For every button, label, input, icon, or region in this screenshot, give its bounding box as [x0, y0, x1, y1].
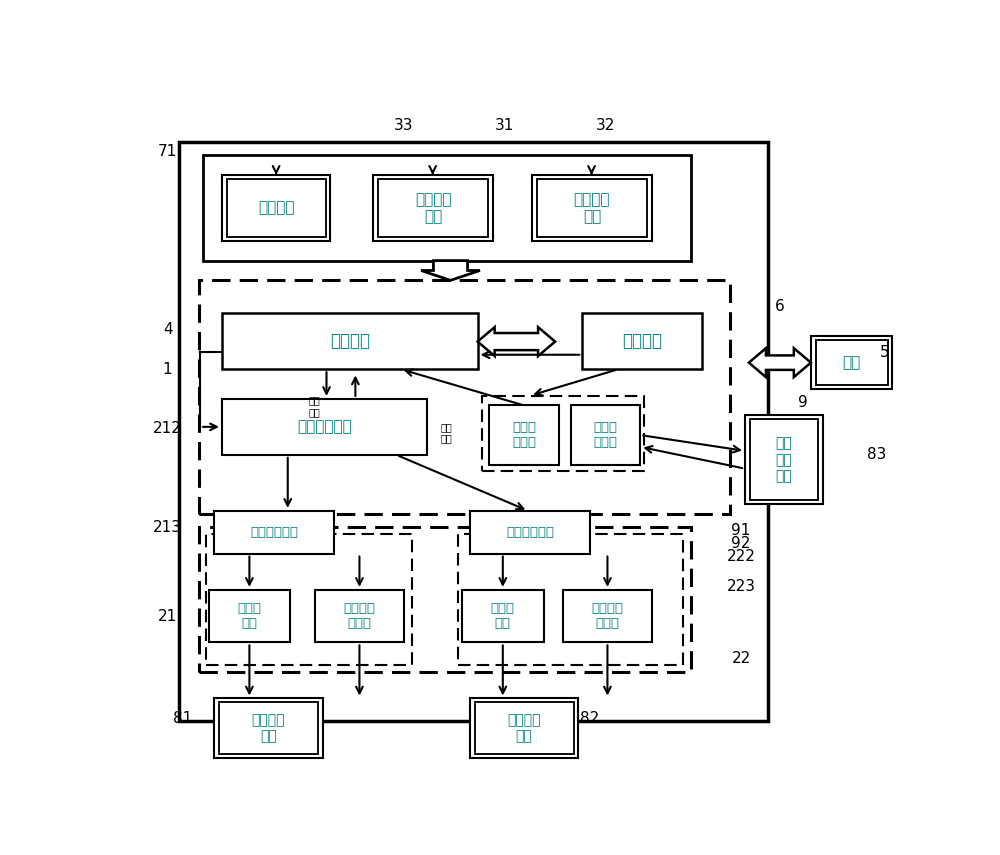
Bar [462, 590, 544, 642]
Polygon shape [749, 348, 811, 377]
Bar [816, 340, 888, 385]
Bar [209, 590, 290, 642]
Bar [214, 510, 334, 553]
Bar [373, 175, 493, 241]
Bar [222, 175, 330, 241]
Text: 212: 212 [153, 421, 182, 436]
Text: 波形发生模块: 波形发生模块 [297, 419, 352, 434]
Bar [475, 702, 574, 754]
Polygon shape [478, 327, 555, 356]
Text: 第二滤波单元: 第二滤波单元 [506, 526, 554, 539]
Text: 4: 4 [163, 322, 172, 337]
Bar [219, 702, 318, 754]
Bar [571, 405, 640, 465]
Text: 反相恒流
源电路: 反相恒流 源电路 [343, 602, 375, 630]
Text: 第二
指令: 第二 指令 [441, 422, 452, 444]
Bar [482, 396, 644, 471]
Bar [470, 699, 578, 758]
Bar [582, 313, 702, 369]
Text: 31: 31 [495, 118, 514, 133]
Text: 前置放
大单元: 前置放 大单元 [594, 421, 618, 449]
Bar [202, 156, 691, 261]
Bar [745, 416, 822, 504]
Polygon shape [421, 261, 480, 280]
Text: 充电单元: 充电单元 [258, 200, 294, 215]
Text: 6: 6 [775, 299, 785, 314]
Text: 223: 223 [727, 579, 756, 594]
Text: 第一电极
单元: 第一电极 单元 [252, 713, 285, 743]
Text: 21: 21 [158, 609, 177, 623]
Text: 第二电极
单元: 第二电极 单元 [507, 713, 541, 743]
Bar [458, 534, 683, 665]
Bar [532, 175, 652, 241]
Text: 5: 5 [880, 345, 889, 360]
Text: 213: 213 [153, 520, 182, 534]
Bar [315, 590, 404, 642]
Text: 222: 222 [727, 550, 756, 564]
Text: 控制模块: 控制模块 [330, 333, 370, 351]
Text: 第三
电极
单元: 第三 电极 单元 [775, 437, 792, 483]
Bar [179, 142, 768, 722]
Bar [199, 280, 730, 514]
Bar [470, 510, 590, 553]
Text: 通信模块: 通信模块 [622, 333, 662, 351]
Text: 92: 92 [731, 536, 751, 551]
Text: 电压转换
单元: 电压转换 单元 [574, 192, 610, 224]
Text: 91: 91 [731, 523, 751, 538]
Text: 恒流源
电路: 恒流源 电路 [237, 602, 261, 630]
Bar [206, 534, 412, 665]
Bar [214, 699, 323, 758]
Text: 恒流源
电路: 恒流源 电路 [491, 602, 515, 630]
Text: 终端: 终端 [842, 355, 861, 370]
Text: 22: 22 [732, 652, 751, 666]
Bar [750, 419, 818, 500]
Text: 81: 81 [174, 711, 193, 726]
Text: 电能存储
单元: 电能存储 单元 [415, 192, 451, 224]
Text: 82: 82 [580, 711, 600, 726]
Bar [811, 336, 892, 389]
Text: 83: 83 [867, 447, 886, 463]
Text: 9: 9 [798, 395, 808, 410]
Text: 第一滤波单元: 第一滤波单元 [250, 526, 298, 539]
Bar [222, 398, 427, 455]
Bar [222, 313, 478, 369]
Bar [378, 179, 488, 237]
Text: 反相恒流
源电路: 反相恒流 源电路 [591, 602, 623, 630]
Bar [489, 405, 559, 465]
Bar [563, 590, 652, 642]
Text: 32: 32 [596, 118, 615, 133]
Text: 模数转
换单元: 模数转 换单元 [512, 421, 536, 449]
Bar [537, 179, 647, 237]
Text: 33: 33 [394, 118, 414, 133]
Text: 第一
指令: 第一 指令 [309, 396, 321, 417]
Text: 71: 71 [158, 144, 177, 160]
Bar [227, 179, 326, 237]
Bar [199, 528, 691, 672]
Text: 1: 1 [163, 362, 172, 377]
